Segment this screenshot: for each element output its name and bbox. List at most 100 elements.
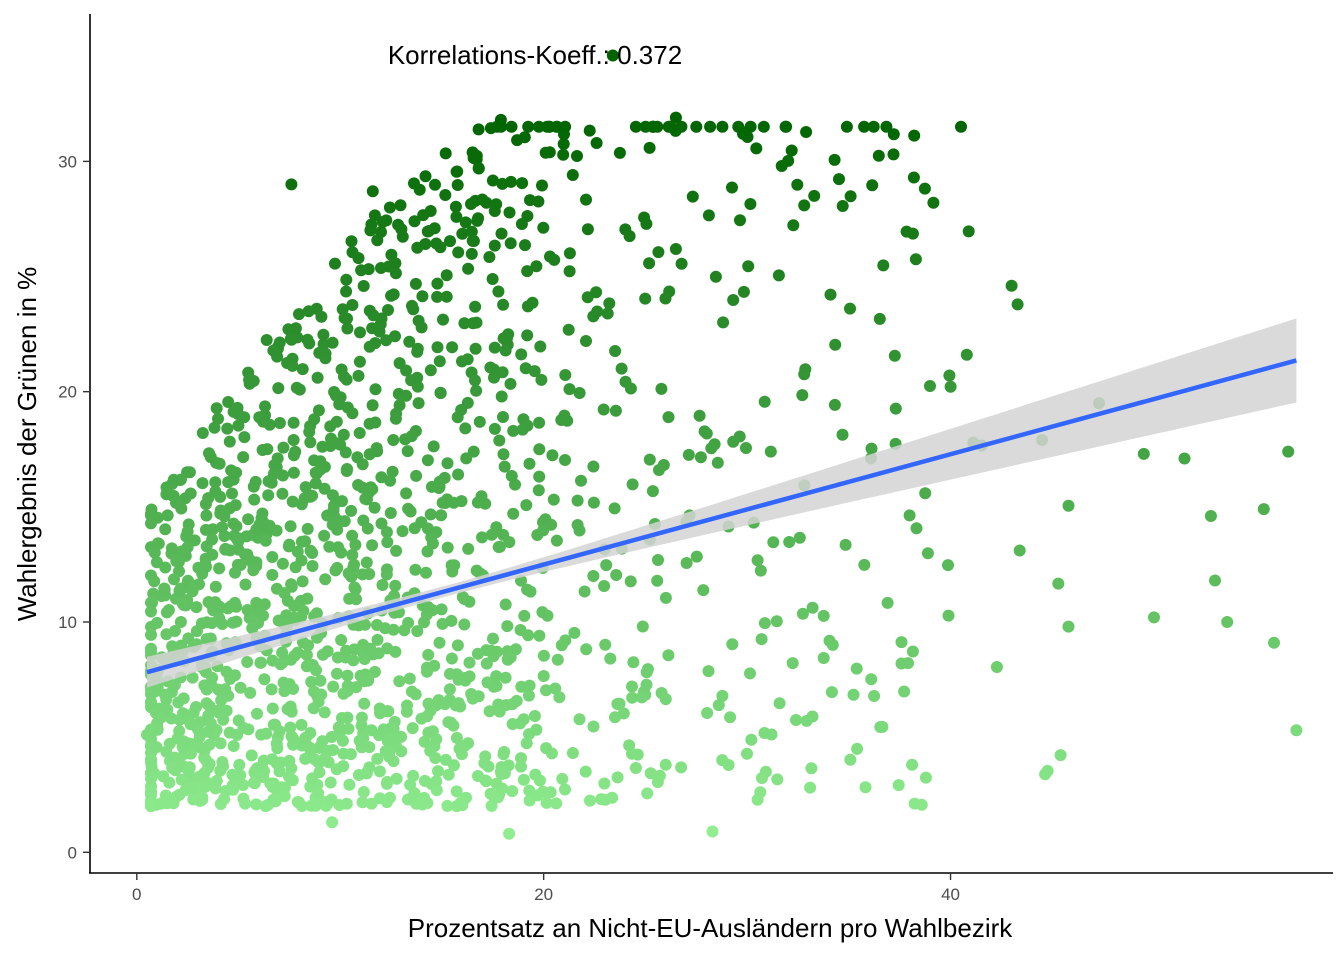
data-point [196, 427, 209, 439]
data-point [472, 123, 485, 136]
data-point [452, 468, 465, 481]
data-point [498, 460, 511, 473]
data-point [200, 560, 212, 573]
data-point [521, 265, 534, 278]
data-point [347, 654, 360, 667]
data-point [598, 580, 611, 592]
data-point [141, 728, 153, 741]
data-point [284, 520, 297, 533]
data-point [387, 288, 400, 301]
data-point [321, 645, 334, 658]
data-point [750, 142, 763, 155]
data-point [659, 591, 672, 604]
data-point [490, 670, 503, 683]
data-point [833, 173, 845, 186]
data-point [530, 260, 543, 273]
data-point [375, 517, 388, 530]
data-point [486, 273, 499, 285]
data-point [395, 223, 408, 236]
data-point [669, 243, 682, 255]
data-point [610, 569, 623, 581]
data-point [550, 534, 563, 547]
data-point [551, 653, 564, 666]
data-point [186, 671, 199, 684]
data-point [844, 302, 856, 315]
data-point [907, 171, 920, 184]
data-point [467, 317, 479, 330]
data-point [919, 487, 932, 500]
data-point [375, 226, 387, 238]
data-point [337, 428, 350, 441]
data-point [276, 656, 289, 669]
data-point [346, 299, 359, 311]
data-point [876, 720, 889, 733]
data-point [955, 120, 967, 133]
data-point [212, 683, 225, 696]
data-point [643, 453, 656, 466]
data-point [726, 181, 738, 194]
data-point [716, 120, 729, 133]
y-axis-title: Wahlergebnis der Grünen in % [12, 267, 42, 622]
data-point [295, 610, 308, 623]
data-points-layer [141, 49, 1303, 840]
data-point [301, 592, 314, 605]
data-point [218, 793, 231, 806]
data-point [791, 178, 804, 191]
x-tick-label: 40 [941, 885, 960, 904]
data-point [626, 691, 639, 704]
data-point [505, 470, 518, 482]
data-point [535, 373, 548, 386]
data-point [785, 144, 798, 157]
data-point [419, 238, 432, 250]
data-point [424, 364, 437, 377]
data-point [209, 476, 222, 489]
data-point [643, 257, 656, 270]
data-point [211, 704, 224, 717]
data-point [223, 726, 236, 739]
data-point [825, 686, 838, 699]
data-point [456, 799, 469, 812]
data-point [544, 250, 556, 263]
data-point [184, 718, 197, 731]
data-point [924, 380, 936, 392]
data-point [521, 419, 534, 432]
data-point [403, 335, 416, 348]
data-point [942, 559, 954, 572]
data-point [439, 147, 452, 160]
data-point [828, 398, 841, 411]
data-point [304, 544, 317, 557]
data-point [727, 435, 740, 448]
data-point [255, 656, 267, 669]
data-point [420, 566, 432, 579]
data-point [283, 678, 296, 691]
data-point [205, 598, 218, 611]
data-point [532, 120, 545, 133]
data-point [331, 667, 343, 680]
data-point [232, 535, 245, 548]
data-point [942, 609, 955, 622]
data-point [332, 541, 345, 554]
data-point [312, 404, 325, 417]
data-point [581, 223, 594, 236]
data-point [568, 626, 581, 639]
data-point [507, 424, 520, 437]
data-point [459, 216, 472, 229]
data-point [198, 766, 211, 779]
data-point [1282, 445, 1295, 458]
data-point [1005, 279, 1018, 292]
data-point [326, 336, 339, 349]
data-point [290, 381, 303, 394]
data-point [492, 285, 505, 298]
data-point [499, 344, 512, 357]
y-tick-label: 0 [68, 843, 77, 862]
data-point [461, 353, 474, 366]
data-point [421, 454, 434, 467]
data-point [256, 507, 269, 520]
data-point [346, 529, 359, 542]
data-point [363, 741, 376, 754]
data-point [276, 646, 289, 659]
data-point [500, 699, 513, 712]
data-point [267, 793, 280, 806]
data-point [599, 793, 612, 806]
data-point [325, 793, 338, 806]
